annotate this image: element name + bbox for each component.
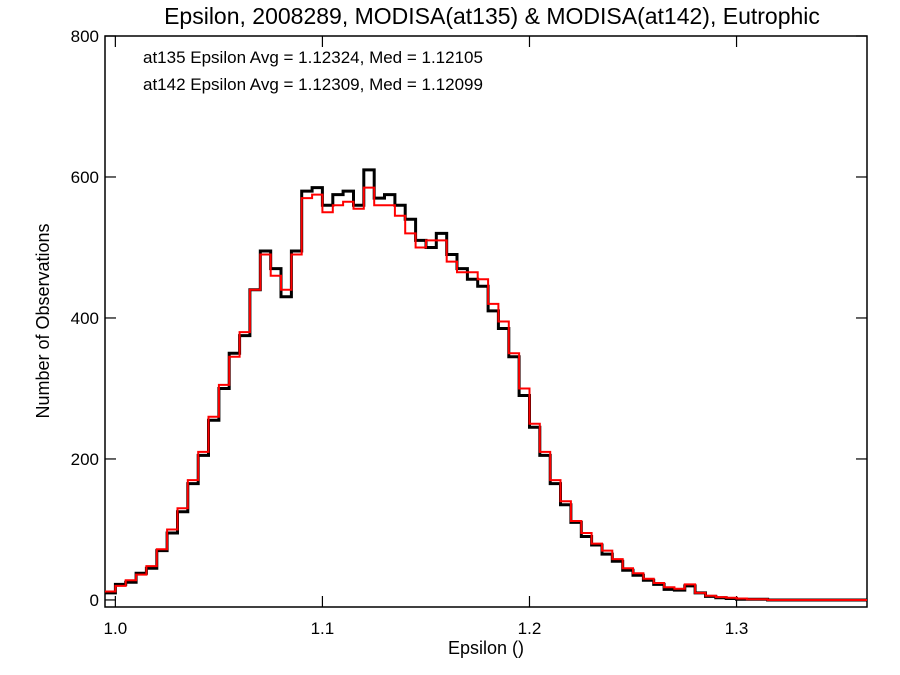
x-tick-label: 1.2 — [518, 619, 542, 638]
y-tick-label: 800 — [71, 27, 99, 46]
annotation-2: at142 Epsilon Avg = 1.12309, Med = 1.120… — [143, 75, 483, 94]
x-tick-label: 1.1 — [311, 619, 335, 638]
y-tick-label: 400 — [71, 309, 99, 328]
x-tick-label: 1.3 — [725, 619, 749, 638]
x-axis-label: Epsilon () — [448, 638, 524, 658]
series-line-at142 — [105, 186, 867, 601]
series-layer — [105, 168, 867, 602]
annotations: at135 Epsilon Avg = 1.12324, Med = 1.121… — [143, 48, 483, 94]
y-tick-label: 0 — [90, 591, 99, 610]
y-axis-label: Number of Observations — [33, 223, 53, 418]
plot-frame — [104, 35, 868, 608]
x-tick-label: 1.0 — [104, 619, 128, 638]
chart-title: Epsilon, 2008289, MODISA(at135) & MODISA… — [164, 3, 820, 29]
y-tick-label: 200 — [71, 450, 99, 469]
annotation-1: at135 Epsilon Avg = 1.12324, Med = 1.121… — [143, 48, 483, 67]
y-tick-label: 600 — [71, 168, 99, 187]
axis-ticks: 1.0 1.1 1.2 1.3 0 200 400 600 800 — [71, 27, 867, 638]
